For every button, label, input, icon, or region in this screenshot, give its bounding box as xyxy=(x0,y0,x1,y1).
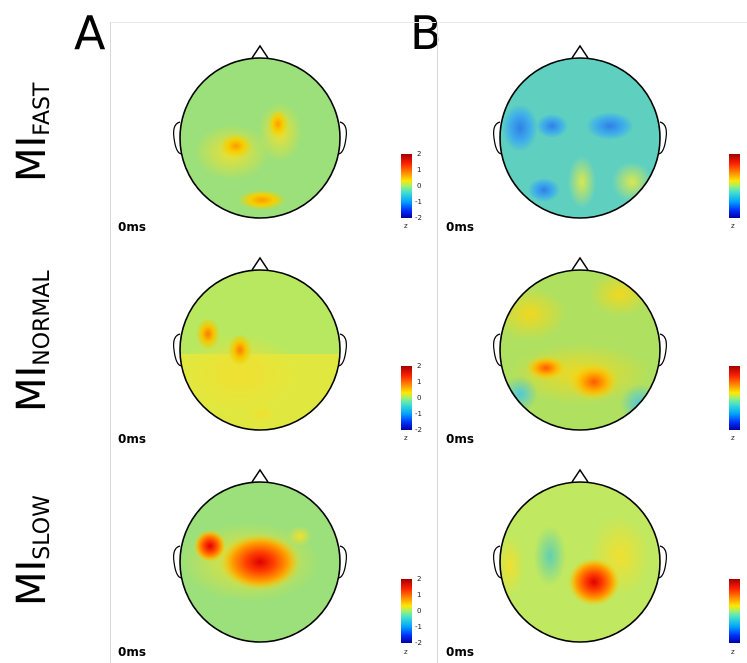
time-label-b-normal: 0ms xyxy=(446,432,474,446)
colorbar-a-normal xyxy=(401,366,412,430)
colorbar-unit: z xyxy=(404,222,408,230)
colorbar-unit: z xyxy=(731,222,735,230)
colorbar-b-normal xyxy=(729,366,740,430)
topomap-b-normal xyxy=(493,256,667,431)
colorbar-unit: z xyxy=(731,648,735,656)
colorbar-unit: z xyxy=(404,648,408,656)
topomap-a-slow xyxy=(173,468,347,643)
colorbar-tick: -2 xyxy=(415,639,422,647)
colorbar-tick: 1 xyxy=(417,378,422,386)
colorbar-tick: -1 xyxy=(415,623,422,631)
topomap-a-fast xyxy=(173,44,347,219)
colorbar-a-fast xyxy=(401,154,412,218)
colorbar-tick: 0 xyxy=(417,607,422,615)
colorbar-unit: z xyxy=(731,434,735,442)
time-label-b-slow: 0ms xyxy=(446,645,474,659)
row-label-fast: MIFAST xyxy=(9,82,55,182)
colorbar-tick: 0 xyxy=(417,182,422,190)
colorbar-tick: 1 xyxy=(417,166,422,174)
colorbar-tick: -1 xyxy=(415,410,422,418)
row-label-slow: MISLOW xyxy=(9,495,55,606)
colorbar-tick: -2 xyxy=(415,214,422,222)
topomap-b-fast xyxy=(493,44,667,219)
colorbar-tick: 0 xyxy=(417,394,422,402)
panel-b-frame xyxy=(437,22,747,663)
row-label-normal: MINORMAL xyxy=(9,270,55,412)
colorbar-tick: 2 xyxy=(417,362,422,370)
colorbar-tick: 1 xyxy=(417,591,422,599)
colorbar-tick: 2 xyxy=(417,150,422,158)
topomap-a-normal xyxy=(173,256,347,431)
panel-letter-b: B xyxy=(410,6,442,60)
colorbar-tick: -1 xyxy=(415,198,422,206)
colorbar-b-slow xyxy=(729,579,740,643)
panel-a-frame xyxy=(110,22,436,663)
time-label-a-fast: 0ms xyxy=(118,220,146,234)
time-label-b-fast: 0ms xyxy=(446,220,474,234)
colorbar-a-slow xyxy=(401,579,412,643)
colorbar-b-fast xyxy=(729,154,740,218)
topomap-b-slow xyxy=(493,468,667,643)
time-label-a-normal: 0ms xyxy=(118,432,146,446)
colorbar-tick: 2 xyxy=(417,575,422,583)
panel-letter-a: A xyxy=(74,6,106,60)
time-label-a-slow: 0ms xyxy=(118,645,146,659)
colorbar-tick: -2 xyxy=(415,426,422,434)
colorbar-unit: z xyxy=(404,434,408,442)
